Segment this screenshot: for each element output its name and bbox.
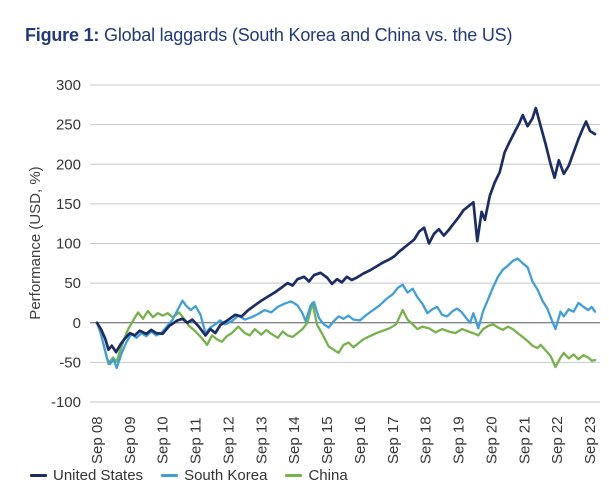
series-line-china <box>95 301 597 369</box>
figure-title-text: Global laggards (South Korea and China v… <box>104 25 513 45</box>
y-tick-label: 50 <box>64 275 81 292</box>
legend-swatch-south-korea <box>161 474 179 477</box>
x-tick-label-sep-15: Sep 15 <box>319 416 336 464</box>
y-tick-label: 150 <box>56 196 81 213</box>
chart-legend: United States South Korea China <box>30 467 348 484</box>
figure-title: Figure 1: Global laggards (South Korea a… <box>25 25 512 46</box>
x-tick-label-sep-19: Sep 19 <box>451 416 468 464</box>
y-tick-label: 200 <box>56 156 81 173</box>
y-tick-label: 0 <box>73 315 81 332</box>
series-line-united-states <box>95 106 597 354</box>
y-axis-title: Performance (USD, %) <box>27 166 44 319</box>
x-tick-label-sep-21: Sep 21 <box>516 416 533 464</box>
x-tick-label-sep-11: Sep 11 <box>188 418 205 464</box>
legend-label-south-korea: South Korea <box>184 467 268 484</box>
x-tick-label-sep-09: Sep 09 <box>122 416 139 464</box>
legend-swatch-china <box>285 474 303 477</box>
y-tick-label: -100 <box>51 394 81 411</box>
x-tick-label-sep-12: Sep 12 <box>221 416 238 464</box>
y-tick-label: 250 <box>56 117 81 134</box>
x-tick-label-sep-16: Sep 16 <box>352 416 369 464</box>
legend-swatch-united-states <box>30 474 47 477</box>
x-tick-label-sep-22: Sep 22 <box>549 416 566 464</box>
figure-title-prefix: Figure 1: <box>25 25 100 45</box>
y-tick-label: -50 <box>59 354 81 371</box>
series-line-south-korea <box>95 257 597 370</box>
legend-item-south-korea: South Korea <box>161 467 267 484</box>
x-tick-label-sep-14: Sep 14 <box>286 416 303 464</box>
x-tick-label-sep-08: Sep 08 <box>89 416 106 464</box>
legend-item-china: China <box>285 467 348 484</box>
legend-label-china: China <box>308 467 348 484</box>
x-tick-label-sep-18: Sep 18 <box>418 416 435 464</box>
x-tick-label-sep-17: Sep 17 <box>385 416 402 464</box>
x-tick-label-sep-10: Sep 10 <box>155 416 172 464</box>
performance-line-chart: 300 250 200 150 100 50 0 -50 -100 Sep 08 Sep 09 Sep… <box>27 77 600 464</box>
x-tick-label-sep-20: Sep 20 <box>483 416 500 464</box>
legend-item-united-states: United States <box>30 467 143 484</box>
y-tick-label: 300 <box>56 77 81 94</box>
legend-label-united-states: United States <box>53 467 144 484</box>
x-tick-label-sep-23: Sep 23 <box>582 416 599 464</box>
x-tick-label-sep-13: Sep 13 <box>253 416 270 464</box>
y-tick-label: 100 <box>56 236 81 253</box>
